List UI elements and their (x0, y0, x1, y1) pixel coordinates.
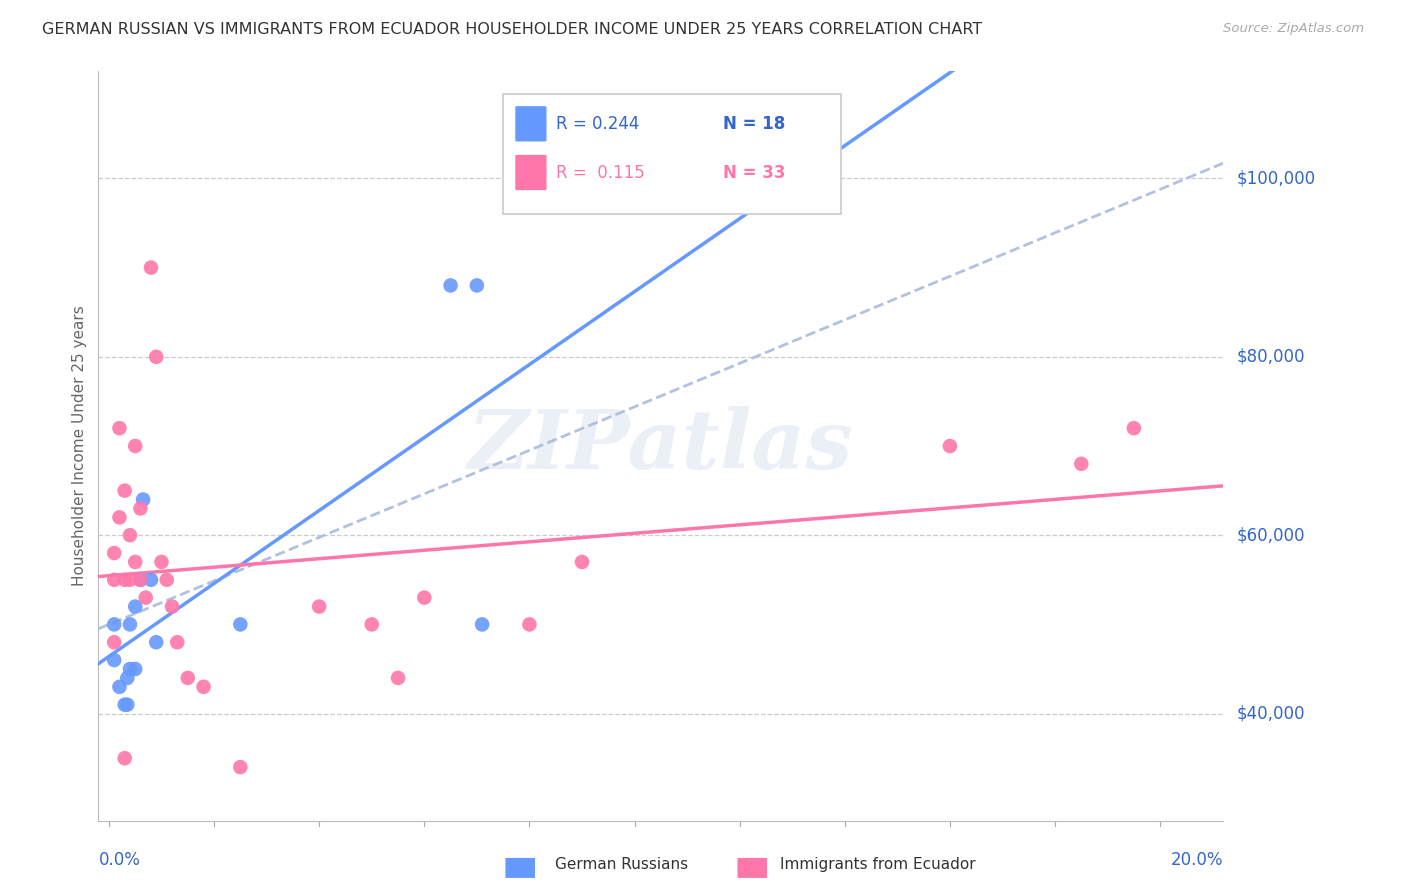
Text: 0.0%: 0.0% (98, 851, 141, 869)
Point (129, 501, 152, 516)
Point (439, 278, 461, 293)
Point (308, 599, 330, 614)
Y-axis label: Householder Income Under 25 years: Householder Income Under 25 years (72, 306, 87, 586)
Text: ZIPatlas: ZIPatlas (468, 406, 853, 486)
Point (118, 528, 141, 542)
Point (471, 617, 494, 632)
Point (132, 492, 155, 507)
Point (114, 698, 136, 712)
Point (387, 671, 409, 685)
Point (124, 662, 146, 676)
Point (193, 680, 215, 694)
Text: N = 18: N = 18 (723, 115, 785, 133)
Point (129, 573, 152, 587)
Point (145, 350, 167, 364)
Text: R =  0.115: R = 0.115 (557, 163, 645, 181)
FancyBboxPatch shape (515, 105, 547, 142)
Point (156, 573, 179, 587)
Point (360, 617, 382, 632)
Point (939, 439, 962, 453)
Point (129, 573, 152, 587)
Text: N = 33: N = 33 (723, 163, 785, 181)
Point (118, 617, 141, 632)
Text: $60,000: $60,000 (1237, 526, 1306, 544)
Point (135, 591, 157, 605)
Point (108, 421, 131, 435)
Text: $100,000: $100,000 (1237, 169, 1316, 187)
Point (571, 555, 593, 569)
Point (166, 635, 188, 649)
Point (103, 653, 125, 667)
Point (117, 698, 139, 712)
Point (139, 260, 162, 275)
Point (103, 573, 125, 587)
Point (160, 599, 183, 614)
Text: 20.0%: 20.0% (1171, 851, 1223, 869)
Point (108, 510, 131, 524)
Point (229, 617, 252, 632)
Point (229, 760, 252, 774)
Text: R = 0.244: R = 0.244 (557, 115, 640, 133)
Text: German Russians: German Russians (555, 857, 689, 872)
Text: GERMAN RUSSIAN VS IMMIGRANTS FROM ECUADOR HOUSEHOLDER INCOME UNDER 25 YEARS CORR: GERMAN RUSSIAN VS IMMIGRANTS FROM ECUADO… (42, 22, 983, 37)
Point (145, 635, 167, 649)
Point (413, 591, 436, 605)
Point (118, 662, 141, 676)
Point (124, 599, 146, 614)
Point (1122, 421, 1144, 435)
Point (114, 573, 136, 587)
Point (124, 555, 146, 569)
Point (103, 546, 125, 560)
Point (139, 573, 162, 587)
Point (103, 617, 125, 632)
Text: Source: ZipAtlas.com: Source: ZipAtlas.com (1223, 22, 1364, 36)
Text: Immigrants from Ecuador: Immigrants from Ecuador (780, 857, 976, 872)
Point (103, 635, 125, 649)
FancyBboxPatch shape (515, 154, 547, 191)
Point (124, 439, 146, 453)
Point (150, 555, 173, 569)
Point (1070, 457, 1092, 471)
Text: $80,000: $80,000 (1237, 348, 1306, 366)
Point (177, 671, 200, 685)
Point (118, 573, 141, 587)
Point (114, 483, 136, 498)
Point (108, 680, 131, 694)
Point (117, 671, 139, 685)
FancyBboxPatch shape (503, 94, 841, 214)
Point (465, 278, 488, 293)
Point (114, 751, 136, 765)
Text: $40,000: $40,000 (1237, 705, 1306, 723)
Point (519, 617, 541, 632)
